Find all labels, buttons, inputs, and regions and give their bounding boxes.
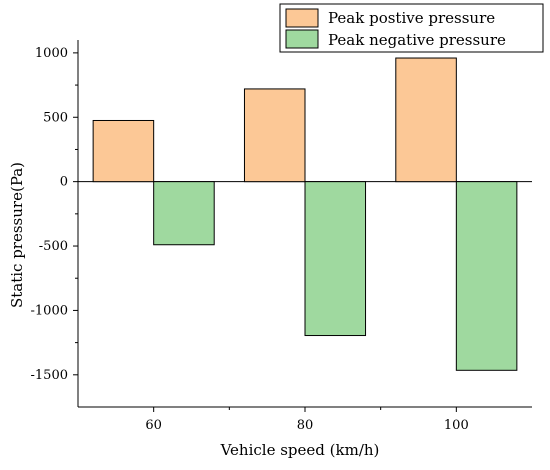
- x-tick-label: 80: [297, 418, 314, 433]
- x-axis-title: Vehicle speed (km/h): [220, 441, 380, 459]
- y-tick-label: -500: [39, 239, 68, 254]
- legend-swatch-positive: [285, 8, 319, 28]
- bar-negative-100: [455, 181, 518, 371]
- y-tick-label: 500: [43, 110, 68, 125]
- legend-box: [279, 3, 544, 53]
- y-axis-title: Static pressure(Pa): [8, 162, 26, 308]
- y-tick-label: 0: [60, 175, 68, 190]
- x-tick-label: 100: [444, 418, 469, 433]
- bar-positive-80: [243, 88, 306, 183]
- bar-negative-80: [304, 181, 367, 337]
- bar-positive-100: [395, 57, 457, 183]
- y-tick-label: -1000: [31, 303, 68, 318]
- bar-negative-60: [153, 181, 215, 246]
- y-tick-label: -1500: [31, 368, 68, 383]
- ticks: 1000 500 0 -500 -1000 -1500 60 80 100: [31, 46, 469, 433]
- bar-positive-60: [92, 119, 155, 183]
- legend-label-negative: Peak negative pressure: [328, 31, 506, 49]
- legend: Peak postive pressure Peak negative pres…: [279, 3, 544, 53]
- legend-label-positive: Peak postive pressure: [328, 9, 495, 27]
- legend-swatch-negative: [285, 29, 319, 49]
- x-tick-label: 60: [145, 418, 162, 433]
- y-tick-label: 1000: [35, 46, 68, 61]
- bars: [92, 57, 518, 371]
